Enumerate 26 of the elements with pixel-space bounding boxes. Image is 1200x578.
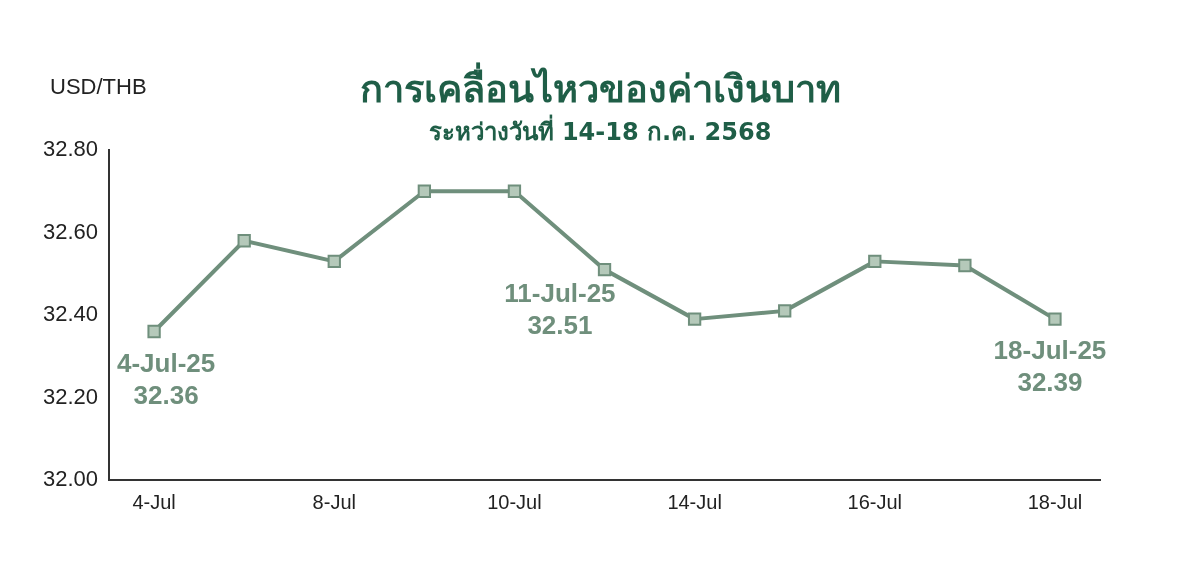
point [147,324,161,339]
point [778,304,792,318]
x-tick-label: 8-Jul [312,490,356,513]
point [868,254,882,269]
x-tick-label: 14-Jul [667,490,722,513]
annotation: 11-Jul-25 32.51 [504,277,616,340]
annotation: 4-Jul-25 32.36 [116,347,216,410]
y-tick-label: 32.80 [42,136,99,162]
y-tick-label: 32.20 [42,383,99,409]
point [1048,312,1062,326]
x-tick-label: 18-Jul [1027,490,1083,513]
annotation: 18-Jul-25 32.39 [993,335,1107,398]
y-tick-label: 32.40 [42,301,99,327]
y-axis-title: USD/THB [50,74,147,100]
point [958,258,972,273]
point [597,262,612,277]
y-tick-label: 32.00 [42,466,99,492]
point [417,184,432,198]
point [237,234,251,248]
x-tick-label: 10-Jul [487,490,542,513]
y-tick-label: 32.60 [42,218,99,244]
point [327,254,341,269]
point [687,312,702,326]
x-tick-label: 4-Jul [132,490,176,513]
x-tick-label: 16-Jul [847,490,903,513]
point [507,184,522,198]
